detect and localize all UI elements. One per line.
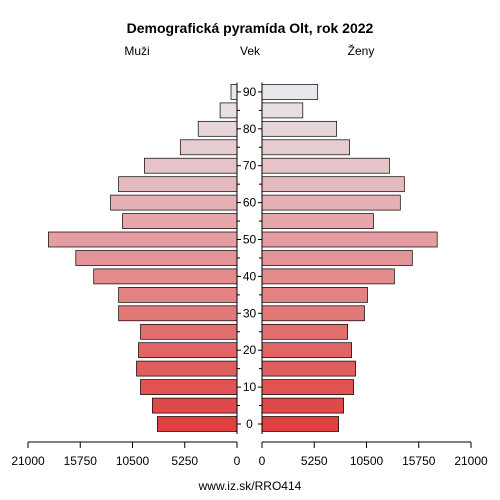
age-tick-label: 80 xyxy=(243,122,257,136)
age-tick-label: 70 xyxy=(243,159,257,173)
female-x-tick-label: 5250 xyxy=(301,454,328,468)
female-x-tick-label: 15750 xyxy=(402,454,436,468)
male-bar-55-59 xyxy=(122,213,238,229)
male-bar-10-14 xyxy=(140,379,238,395)
age-tick-label: 20 xyxy=(243,343,257,357)
male-x-tick-label: 21000 xyxy=(11,454,45,468)
female-bar-65-69 xyxy=(261,176,405,193)
age-tick-label: 60 xyxy=(243,196,257,210)
male-bar-5-9 xyxy=(152,397,238,414)
age-header: Vek xyxy=(240,44,261,58)
female-bar-35-39 xyxy=(261,287,368,303)
female-bar-20-24 xyxy=(261,342,352,359)
female-header: Ženy xyxy=(348,43,375,58)
age-tick-label: 30 xyxy=(243,306,257,320)
female-bar-70-74 xyxy=(261,157,390,174)
age-tick-label: 10 xyxy=(243,380,257,394)
male-bar-50-54 xyxy=(48,231,238,248)
male-bar-30-34 xyxy=(118,305,238,322)
male-x-tick-label: 15750 xyxy=(64,454,98,468)
female-bar-60-64 xyxy=(261,194,401,211)
female-bar-5-9 xyxy=(261,397,344,414)
chart-title: Demografická pyramída Olt, rok 2022 xyxy=(127,20,374,36)
female-bar-55-59 xyxy=(261,213,374,229)
male-bar-85-89 xyxy=(219,102,238,119)
male-bar-0-4 xyxy=(157,416,238,432)
female-bar-40-44 xyxy=(261,268,395,285)
male-bar-40-44 xyxy=(93,268,238,285)
female-bar-10-14 xyxy=(261,379,354,395)
male-x-tick-label: 10500 xyxy=(116,454,150,468)
male-bar-20-24 xyxy=(138,342,238,359)
female-bar-90+ xyxy=(261,84,319,100)
female-bar-50-54 xyxy=(261,231,438,248)
female-x-tick-label: 21000 xyxy=(454,454,488,468)
female-bar-45-49 xyxy=(261,250,413,266)
female-bar-85-89 xyxy=(261,102,304,119)
female-bar-15-19 xyxy=(261,360,356,377)
male-bar-70-74 xyxy=(144,157,238,174)
male-bar-25-29 xyxy=(140,323,238,340)
male-bar-65-69 xyxy=(118,176,238,193)
age-tick-label: 90 xyxy=(243,85,257,99)
female-bar-75-79 xyxy=(261,139,350,156)
male-x-tick-label: 5250 xyxy=(171,454,198,468)
age-tick-label: 50 xyxy=(243,233,257,247)
source-footer: www.iz.sk/RRO414 xyxy=(198,479,302,493)
female-bar-25-29 xyxy=(261,323,348,340)
female-bar-80-84 xyxy=(261,120,337,137)
male-bar-90+ xyxy=(230,84,238,100)
male-bar-35-39 xyxy=(118,287,238,303)
female-x-tick-label: 0 xyxy=(259,454,266,468)
male-bar-15-19 xyxy=(136,360,238,377)
male-bar-75-79 xyxy=(179,139,238,156)
male-bar-60-64 xyxy=(110,194,238,211)
male-bar-45-49 xyxy=(75,250,238,266)
axes-group: 0 10 20 30 40 50 60 70 80 90 21000 0 15750 5250 10500 1… xyxy=(11,82,488,468)
age-tick-label: 0 xyxy=(246,417,253,431)
female-bar-0-4 xyxy=(261,416,339,432)
female-bar-30-34 xyxy=(261,305,365,322)
male-x-tick-label: 0 xyxy=(234,454,241,468)
male-header: Muži xyxy=(124,44,149,58)
female-x-tick-label: 10500 xyxy=(350,454,384,468)
age-tick-label: 40 xyxy=(243,269,257,283)
male-bar-80-84 xyxy=(197,120,238,137)
